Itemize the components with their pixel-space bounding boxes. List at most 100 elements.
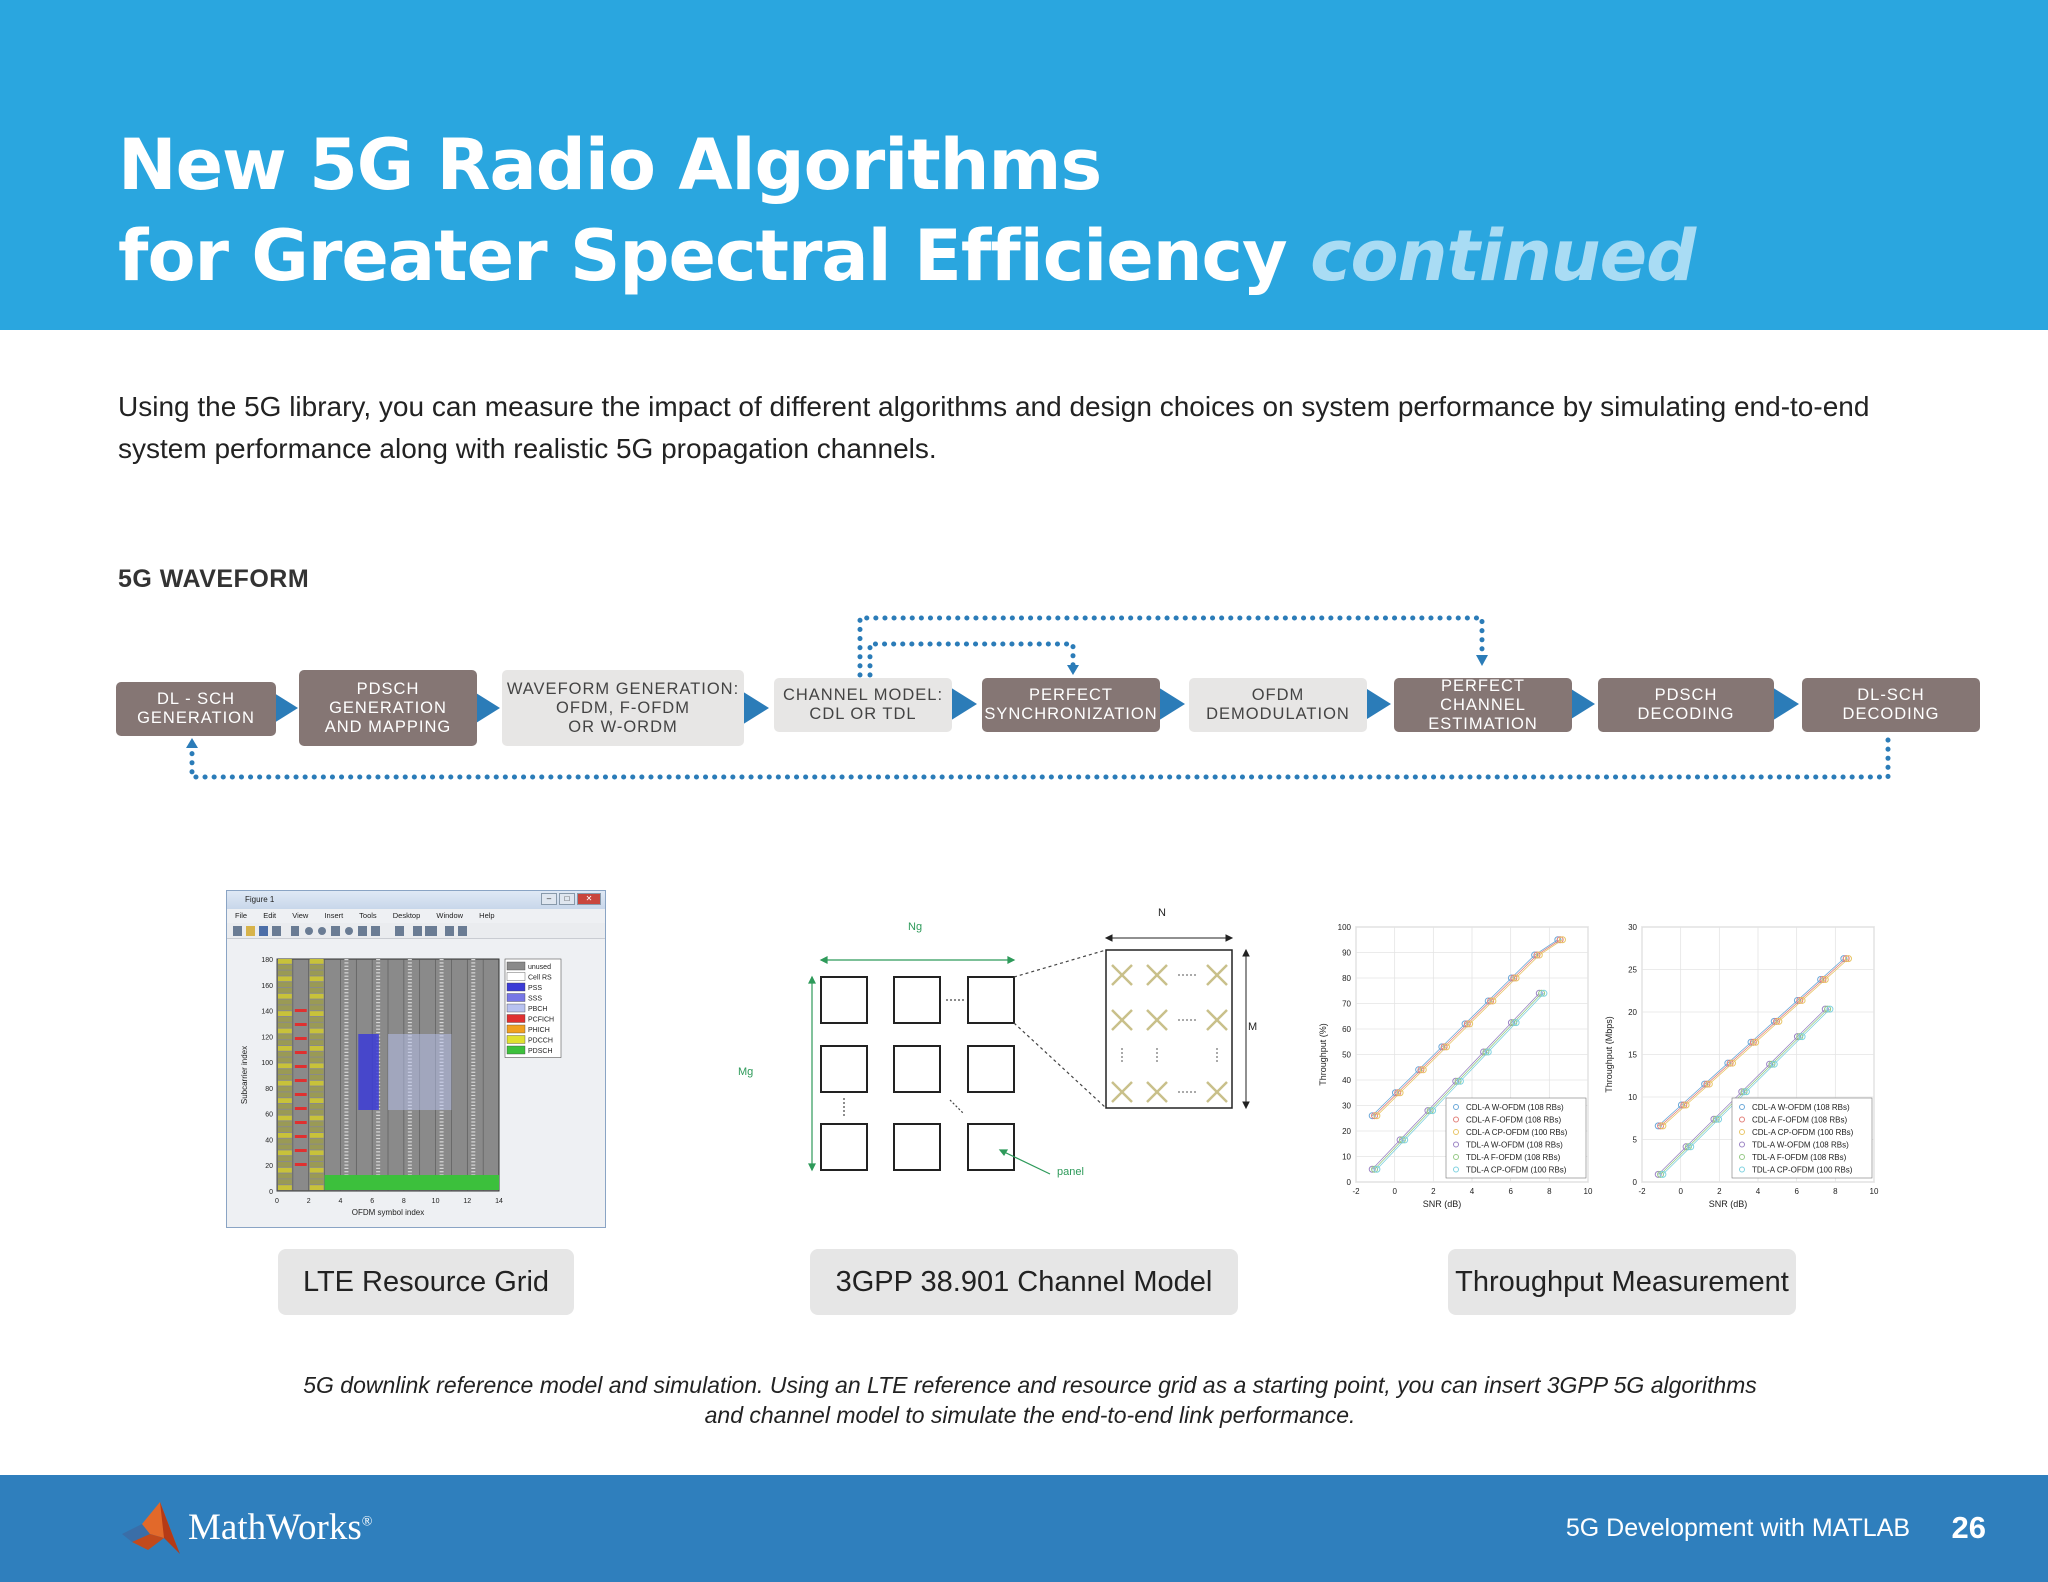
grid-cell-rs (471, 1128, 476, 1130)
legend-icon[interactable] (425, 926, 437, 936)
grid-cell-rs (471, 1108, 476, 1110)
show-tools-icon[interactable] (458, 926, 467, 936)
grid-cell-rs (407, 975, 412, 977)
x-tick-label: -2 (1352, 1187, 1360, 1196)
series-point (1401, 1136, 1409, 1144)
grid-cell-rs (344, 1078, 349, 1080)
grid-cell-pdcch (309, 1011, 324, 1016)
grid-cell-pdcch (278, 1017, 292, 1022)
cross-element (1146, 964, 1168, 986)
open-file-icon[interactable] (246, 926, 255, 936)
grid-cell-rs (471, 1031, 476, 1034)
grid-cell-rs (471, 1018, 476, 1020)
series-point (1705, 1080, 1713, 1088)
grid-cell-rs (344, 1124, 349, 1126)
new-file-icon[interactable] (233, 926, 242, 936)
hide-tools-icon[interactable] (445, 926, 454, 936)
link-icon[interactable] (395, 926, 404, 936)
series-point (1438, 1043, 1446, 1051)
menu-window[interactable]: Window (436, 911, 464, 920)
grid-cell-pdcch (309, 1063, 324, 1069)
save-icon[interactable] (259, 926, 268, 936)
series-point (1710, 1115, 1718, 1123)
grid-cell-rs (344, 988, 349, 991)
menu-help[interactable]: Help (479, 911, 495, 920)
x-tick-label: 2 (307, 1198, 311, 1205)
series-point (1773, 1017, 1781, 1025)
menu-desktop[interactable]: Desktop (392, 911, 421, 920)
grid-cell-rs (471, 1061, 476, 1063)
rotate-icon[interactable] (345, 927, 353, 935)
label-panel: panel (1057, 1166, 1084, 1178)
y-tick-label: 120 (261, 1034, 273, 1041)
menu-edit[interactable]: Edit (263, 911, 277, 920)
series-point (1682, 1143, 1690, 1151)
grid-cell-rs (344, 995, 349, 997)
grid-cell-rs (344, 1038, 349, 1040)
grid-cell-rs (376, 965, 381, 967)
zoom-in-icon[interactable] (305, 927, 313, 935)
pointer-icon[interactable] (291, 926, 299, 936)
grid-cell-rs (471, 1081, 476, 1083)
legend-entry: TDL-A CP-OFDM (100 RBs) (1466, 1166, 1567, 1175)
y-tick-label: 0 (1347, 1178, 1352, 1187)
grid-cell-pcfich (294, 1135, 307, 1138)
grid-cell-rs (344, 1088, 349, 1090)
x-tick-label: 14 (495, 1198, 503, 1205)
grid-cell-rs (407, 1005, 412, 1007)
menu-tools[interactable]: Tools (359, 911, 377, 920)
x-tick-label: 8 (402, 1198, 406, 1205)
grid-cell-rs (344, 992, 349, 994)
grid-cell-rs (344, 1154, 349, 1156)
grid-cell-rs (471, 992, 476, 994)
grid-cell-pdcch (278, 1028, 292, 1034)
grid-cell-rs (471, 988, 476, 991)
grid-cell-rs (344, 1031, 349, 1034)
menu-file[interactable]: File (235, 911, 248, 920)
data-cursor-icon[interactable] (358, 926, 367, 936)
close-button[interactable]: ✕ (577, 893, 601, 905)
cross-element (1206, 964, 1228, 986)
menu-insert[interactable]: Insert (324, 911, 344, 920)
menu-view[interactable]: View (292, 911, 309, 920)
grid-cell-pdcch (309, 993, 324, 999)
grid-cell-rs (407, 1144, 412, 1146)
grid-cell-pdcch (309, 1028, 324, 1034)
antenna-panel-5 (893, 1045, 941, 1093)
grid-cell-rs (439, 975, 444, 977)
grid-cell-pdcch (309, 1017, 324, 1022)
grid-cell-rs (471, 1094, 476, 1097)
block-ofdm-demodulation: OFDM DEMODULATION (1189, 678, 1367, 732)
grid-cell-pdcch (278, 993, 292, 999)
dotted-path-bottom (189, 737, 1891, 780)
legend-swatch (506, 1035, 526, 1044)
legend-entry: CDL-A CP-OFDM (100 RBs) (1466, 1128, 1568, 1137)
grid-cell-rs (439, 1005, 444, 1007)
series-point (1819, 976, 1827, 984)
maximize-button[interactable]: □ (559, 893, 575, 905)
series-point (1484, 1048, 1492, 1056)
block-label: PDSCH (356, 679, 420, 698)
grid-cell-pdcch (309, 1185, 324, 1190)
series-line (1376, 939, 1563, 1116)
minimize-button[interactable]: – (541, 893, 557, 905)
grid-cell-pdcch (278, 976, 292, 982)
colorbar-icon[interactable] (413, 926, 422, 936)
grid-cell-rs (471, 1114, 476, 1116)
brush-icon[interactable] (371, 926, 380, 936)
grid-cell-rs (471, 1171, 476, 1173)
y-tick-label: 90 (1342, 949, 1351, 958)
pan-icon[interactable] (331, 926, 340, 936)
grid-cell-rs (407, 1141, 412, 1143)
grid-cell-rs (439, 1002, 444, 1004)
print-icon[interactable] (272, 926, 281, 936)
grid-cell-rs (376, 998, 381, 1000)
grid-cell-rs (407, 1028, 412, 1030)
legend-entry: CDL-A F-OFDM (108 RBs) (1466, 1116, 1561, 1125)
zoom-out-icon[interactable] (318, 927, 326, 935)
legend-swatch (506, 1045, 526, 1055)
grid-cell-rs (407, 1012, 412, 1014)
grid-cell-rs (376, 1021, 381, 1024)
grid-cell-rs (344, 1041, 349, 1044)
